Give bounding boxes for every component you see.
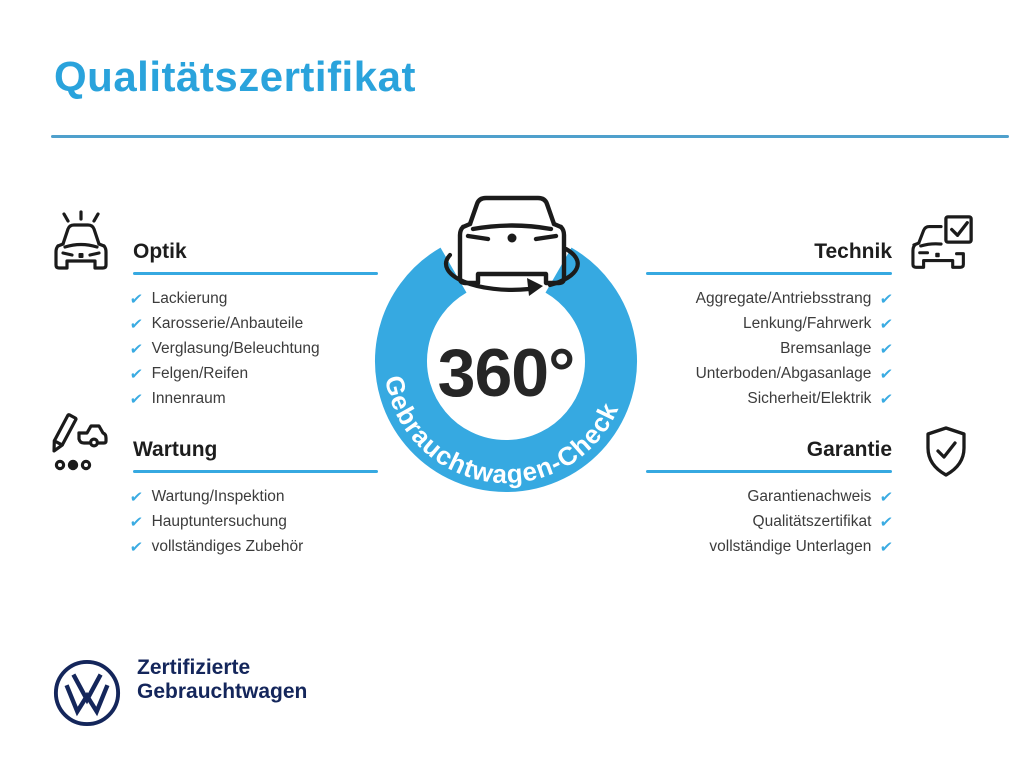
check-icon: ✔ — [879, 489, 895, 507]
section-title-garantie: Garantie — [806, 438, 892, 461]
checklist-item-label: Lackierung — [151, 290, 228, 308]
checklist-item: ✔ Hauptuntersuchung — [128, 510, 303, 535]
checklist-item-label: Qualitätszertifikat — [752, 513, 872, 531]
check-icon: ✔ — [128, 365, 144, 383]
car-front-shine-icon — [50, 210, 112, 278]
checklist-item-label: Garantienachweis — [747, 488, 872, 506]
checklist-item-label: Felgen/Reifen — [151, 364, 249, 382]
car-checkbox-icon — [911, 214, 975, 276]
checklist-item: ✔ Felgen/Reifen — [128, 361, 320, 386]
section-underline-optik — [133, 272, 378, 275]
footer-brand-line2: Gebrauchtwagen — [137, 679, 308, 703]
checklist-item: ✔ Wartung/Inspektion — [128, 485, 303, 510]
checklist-item: ✔ Karosserie/Anbauteile — [128, 312, 320, 337]
check-icon: ✔ — [128, 390, 144, 408]
check-icon: ✔ — [128, 316, 144, 334]
checklist-item-label: vollständige Unterlagen — [709, 537, 872, 555]
checklist-item-label: Hauptuntersuchung — [151, 513, 287, 531]
check-icon: ✔ — [879, 514, 895, 532]
checklist-item: ✔ Innenraum — [128, 386, 320, 411]
check-icon: ✔ — [128, 291, 144, 309]
checklist-item: Aggregate/Antriebsstrang ✔ — [695, 287, 895, 312]
wartung-checklist: ✔ Wartung/Inspektion ✔ Hauptuntersuchung… — [128, 485, 304, 560]
checklist-item-label: Karosserie/Anbauteile — [151, 315, 304, 333]
checklist-item-label: vollständiges Zubehör — [151, 537, 304, 555]
checklist-item: ✔ vollständiges Zubehör — [128, 535, 304, 560]
checklist-item: Garantienachweis ✔ — [747, 485, 895, 510]
checklist-item-label: Innenraum — [151, 389, 226, 407]
check-icon: ✔ — [128, 340, 144, 358]
checklist-item: ✔ Verglasung/Beleuchtung — [128, 337, 320, 362]
check-icon: ✔ — [879, 390, 895, 408]
check-icon: ✔ — [128, 514, 144, 532]
car-360-rotation-icon — [444, 195, 580, 296]
checklist-item: Sicherheit/Elektrik ✔ — [747, 386, 895, 411]
shield-check-icon — [919, 424, 973, 480]
checklist-item: Unterboden/Abgasanlage ✔ — [695, 361, 895, 386]
optik-checklist: ✔ Lackierung ✔ Karosserie/Anbauteile ✔ V… — [128, 287, 320, 411]
ring-arc — [375, 247, 637, 492]
section-title-optik: Optik — [133, 240, 187, 263]
checklist-item: Qualitätszertifikat ✔ — [752, 510, 895, 535]
title-divider — [51, 135, 1009, 138]
service-checklist-icon — [46, 412, 108, 474]
section-title-wartung: Wartung — [133, 438, 218, 461]
check-icon: ✔ — [879, 365, 895, 383]
checklist-item-label: Aggregate/Antriebsstrang — [695, 290, 872, 308]
360-value: 360° — [438, 335, 575, 411]
checklist-item: Lenkung/Fahrwerk ✔ — [743, 312, 895, 337]
footer-brand-text: Zertifizierte Gebrauchtwagen — [137, 656, 307, 703]
garantie-checklist: Garantienachweis ✔ Qualitätszertifikat ✔… — [563, 485, 895, 560]
checklist-item: vollständige Unterlagen ✔ — [709, 535, 895, 560]
footer-brand-line1: Zertifizierte — [137, 656, 251, 679]
checklist-item-label: Lenkung/Fahrwerk — [743, 315, 872, 333]
technik-checklist: Aggregate/Antriebsstrang ✔ Lenkung/Fahrw… — [563, 287, 895, 411]
checklist-item: Bremsanlage ✔ — [780, 337, 895, 362]
page-title: Qualitätszertifikat — [54, 53, 416, 100]
check-icon: ✔ — [879, 291, 895, 309]
section-underline-wartung — [133, 470, 378, 473]
checklist-item: ✔ Lackierung — [128, 287, 320, 312]
checklist-item-label: Unterboden/Abgasanlage — [695, 364, 872, 382]
checklist-item-label: Wartung/Inspektion — [151, 488, 285, 506]
check-icon: ✔ — [879, 538, 895, 556]
checklist-item-label: Bremsanlage — [780, 339, 872, 357]
check-icon: ✔ — [879, 340, 895, 358]
section-underline-garantie — [646, 470, 892, 473]
checklist-item-label: Verglasung/Beleuchtung — [151, 339, 320, 357]
vw-logo — [52, 658, 122, 728]
check-icon: ✔ — [879, 316, 895, 334]
section-underline-technik — [646, 272, 892, 275]
check-icon: ✔ — [128, 489, 144, 507]
section-title-technik: Technik — [814, 240, 892, 263]
checklist-item-label: Sicherheit/Elektrik — [747, 389, 872, 407]
360-check-badge: Gebrauchtwagen-Check 360° — [336, 190, 676, 520]
check-icon: ✔ — [128, 538, 144, 556]
